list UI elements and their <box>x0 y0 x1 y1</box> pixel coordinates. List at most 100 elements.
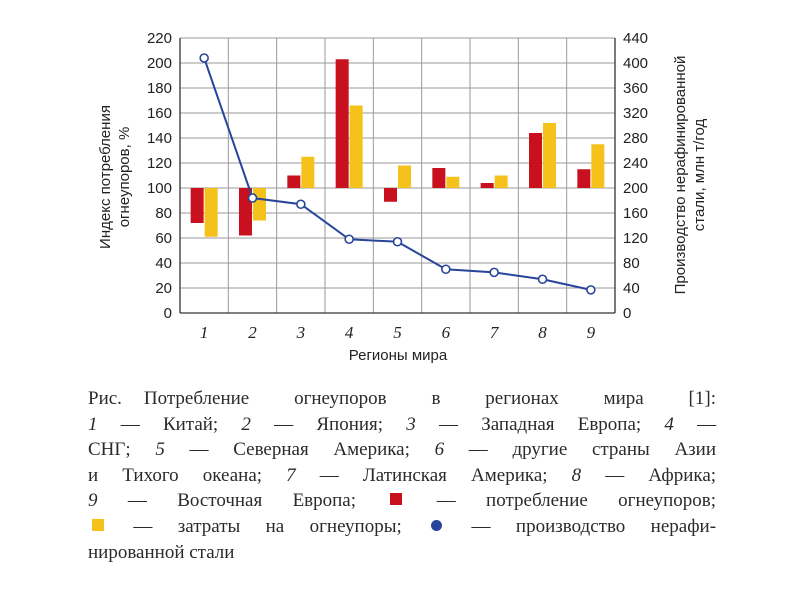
region-num-4: 4 <box>664 413 674 435</box>
axes <box>179 38 616 314</box>
bar-consumption-4 <box>335 59 349 188</box>
dash: — <box>319 464 339 486</box>
dash: — <box>605 464 625 486</box>
right-axis-label-line-2: стали, млн т/год <box>691 119 708 232</box>
x-tick-label-1: 1 <box>200 323 209 342</box>
bar-costs-4 <box>349 105 363 188</box>
legend-costs-label: — затраты на огнеупоры; <box>133 515 402 537</box>
x-tick-label-9: 9 <box>587 323 596 342</box>
bar-costs-6 <box>446 176 460 188</box>
legend-consumption-label: — потребление огнеупоров; <box>436 490 717 512</box>
right-tick-label: 400 <box>623 55 648 72</box>
steel-point-9 <box>586 285 596 295</box>
x-ticks: 1 2 3 4 5 6 7 8 9 <box>200 323 596 342</box>
bar-costs-5 <box>398 165 411 188</box>
left-tick-label: 60 <box>155 230 172 247</box>
right-tick-label: 0 <box>623 305 631 322</box>
plot-area <box>180 38 615 313</box>
region-num-6: 6 <box>434 439 445 461</box>
right-tick-label: 160 <box>623 205 648 222</box>
left-tick-label: 0 <box>164 305 172 322</box>
left-tick-label: 80 <box>155 205 172 222</box>
left-ticks: 0 20 40 60 80 100 120 140 160 180 200 220 <box>147 30 172 322</box>
dash: — <box>189 439 209 461</box>
left-axis-label-line-1: Индекс потребления <box>97 105 114 249</box>
steel-point-3 <box>296 199 306 210</box>
legend-marker-steel <box>431 519 443 531</box>
steel-point-7 <box>489 267 499 278</box>
legend-swatch-costs <box>92 518 104 531</box>
caption-title: Потребление огнеупоров в регионах мира [… <box>143 388 716 409</box>
right-tick-label: 80 <box>623 255 640 272</box>
steel-line <box>199 53 596 295</box>
steel-point-6 <box>441 264 451 275</box>
left-axis-label-line-2: огнеупоров, % <box>116 127 133 228</box>
region-name-6-part-1: другие страны Азии <box>512 439 717 461</box>
steel-point-5 <box>392 236 403 247</box>
chart: 0 20 40 60 80 100 120 140 160 180 200 220 0 40 80 120 1… <box>97 30 708 364</box>
region-name-6-part-2: и Тихого океана; <box>88 464 263 486</box>
region-num-2: 2 <box>241 413 251 435</box>
steel-point-4 <box>344 234 354 245</box>
caption-line-3: СНГ; 5 — Северная Америка; 6 — другие ст… <box>88 437 716 463</box>
region-num-8: 8 <box>571 464 582 486</box>
left-tick-label: 180 <box>147 80 172 97</box>
dash: — <box>439 413 458 435</box>
right-tick-label: 320 <box>623 105 648 122</box>
steel-point-2 <box>247 193 258 203</box>
caption-line-5: 9 — Восточная Европа; — потребление огне… <box>88 488 716 514</box>
x-tick-label-4: 4 <box>345 323 354 342</box>
left-tick-label: 100 <box>147 180 172 197</box>
region-name-2: Япония; <box>316 413 384 435</box>
x-axis-label: Регионы мира <box>349 347 448 364</box>
bar-consumption-3 <box>287 175 301 188</box>
bar-consumption-9 <box>577 169 591 188</box>
bar-consumption-1 <box>190 188 204 223</box>
caption-line-2: 1 — Китай; 2 — Япония; 3 — Западная Евро… <box>88 412 716 438</box>
right-tick-label: 360 <box>623 80 648 97</box>
region-num-5: 5 <box>155 439 165 461</box>
bar-costs-9 <box>591 144 605 188</box>
region-name-8: Африка; <box>648 464 717 486</box>
region-num-1: 1 <box>88 413 98 435</box>
bar-costs-2 <box>253 188 266 221</box>
region-name-3: Западная Европа; <box>481 413 642 435</box>
region-name-1: Китай; <box>162 413 219 435</box>
left-tick-label: 160 <box>147 105 172 122</box>
caption-line-4: и Тихого океана; 7 — Латинская Америка; … <box>88 463 716 489</box>
left-tick-label: 120 <box>147 155 172 172</box>
left-tick-label: 20 <box>155 280 172 297</box>
dash: — <box>120 413 140 435</box>
x-tick-label-6: 6 <box>442 323 451 342</box>
legend-swatch-consumption <box>390 493 403 506</box>
left-axis-label: Индекс потребления огнеупоров, % <box>97 105 133 249</box>
bar-consumption-5 <box>384 188 397 202</box>
steel-point-1 <box>199 53 209 63</box>
left-tick-label: 140 <box>147 130 172 147</box>
right-tick-label: 280 <box>623 130 648 147</box>
dash: — <box>274 413 294 435</box>
region-name-4: СНГ; <box>88 439 131 461</box>
legend-steel-label-end: нированной стали <box>88 541 235 563</box>
x-tick-label-3: 3 <box>296 323 306 342</box>
dash: — <box>697 413 717 435</box>
region-num-7: 7 <box>286 464 296 486</box>
x-tick-label-5: 5 <box>393 323 402 342</box>
dash: — <box>127 490 147 512</box>
figure-caption: Рис. Потребление огнеупоров в регионах ми… <box>88 386 716 565</box>
steel-point-8 <box>537 274 548 285</box>
dash: — <box>468 439 488 461</box>
left-tick-label: 40 <box>155 255 172 272</box>
caption-line-7: нированной стали <box>88 540 716 566</box>
bar-consumption-6 <box>432 168 446 188</box>
region-name-9: Восточная Европа; <box>177 490 357 512</box>
region-name-7: Латинская Америка; <box>362 464 548 486</box>
bar-costs-1 <box>204 188 218 237</box>
right-tick-label: 440 <box>623 30 648 47</box>
right-tick-label: 120 <box>623 230 648 247</box>
right-axis-label-line-1: Производство нерафинированной <box>672 56 689 295</box>
right-axis-label: Производство нерафинированной стали, млн… <box>672 56 708 295</box>
left-tick-label: 220 <box>147 30 172 47</box>
left-tick-label: 200 <box>147 55 172 72</box>
bar-costs-3 <box>301 156 315 188</box>
